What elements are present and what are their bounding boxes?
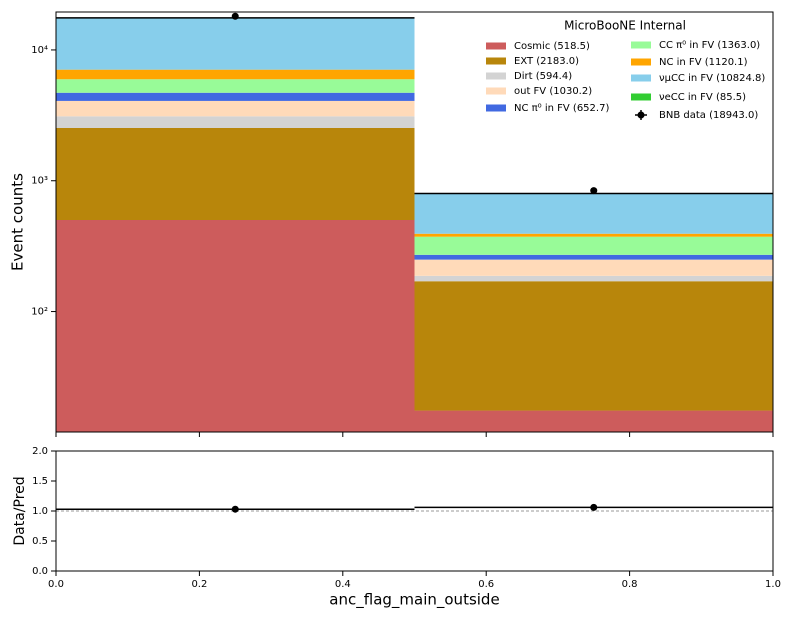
- stack-bar: [414, 193, 773, 234]
- ratio-point: [231, 505, 239, 513]
- x-tick-label: 0.2: [191, 579, 207, 590]
- stack-bar: [414, 281, 773, 411]
- legend-label: NC π⁰ in FV (652.7): [514, 103, 609, 114]
- stack-bar: [56, 79, 415, 93]
- legend-title: MicroBooNE Internal: [564, 19, 686, 33]
- legend-label: NC in FV (1120.1): [659, 57, 748, 68]
- y-tick-label: 2.0: [32, 446, 48, 457]
- legend-label: νμCC in FV (10824.8): [659, 73, 765, 84]
- stack-bar: [414, 233, 773, 237]
- y-axis-label: Data/Pred: [12, 476, 28, 545]
- legend-swatch: [631, 41, 651, 49]
- x-tick-label: 0.6: [478, 579, 494, 590]
- legend-label: EXT (2183.0): [514, 56, 579, 67]
- legend-swatch: [486, 57, 506, 65]
- x-tick-label: 0.0: [48, 579, 64, 590]
- stack-bar: [414, 236, 773, 255]
- legend-swatch: [486, 87, 506, 95]
- stack-bar: [56, 116, 415, 128]
- legend-label: Dirt (594.4): [514, 71, 572, 82]
- legend-label: CC π⁰ in FV (1363.0): [659, 40, 760, 51]
- y-tick-label: 10²: [31, 307, 48, 318]
- legend-swatch: [631, 74, 651, 82]
- x-tick-label: 0.4: [335, 579, 351, 590]
- stack-bar: [56, 220, 415, 432]
- x-tick-label: 0.8: [622, 579, 638, 590]
- legend-swatch: [631, 58, 651, 66]
- legend-swatch: [486, 72, 506, 80]
- legend-label: Cosmic (518.5): [514, 41, 590, 52]
- ratio-point: [590, 503, 598, 511]
- plot-frame: [55, 11, 774, 433]
- legend-label: out FV (1030.2): [514, 86, 592, 97]
- y-axis-label: Event counts: [9, 173, 27, 271]
- legend-swatch: [631, 93, 651, 101]
- stack-bar: [56, 69, 415, 80]
- legend-label: BNB data (18943.0): [659, 110, 758, 121]
- y-tick-label: 0.0: [32, 566, 48, 577]
- stack-bar: [414, 410, 773, 432]
- y-tick-label: 10⁴: [31, 45, 48, 56]
- stack-bar: [414, 275, 773, 282]
- y-tick-label: 0.5: [32, 536, 48, 547]
- stack-bar: [56, 18, 415, 70]
- x-axis-label: anc_flag_main_outside: [329, 591, 499, 610]
- stack-bar: [414, 254, 773, 260]
- y-tick-label: 1.5: [32, 476, 48, 487]
- stack-bar: [56, 100, 415, 117]
- legend-marker: [637, 111, 645, 119]
- legend-label: νeCC in FV (85.5): [659, 92, 746, 103]
- data-point: [590, 187, 598, 195]
- y-tick-label: 1.0: [32, 506, 48, 517]
- data-point: [231, 12, 239, 20]
- y-tick-label: 10³: [31, 176, 48, 187]
- legend-swatch: [486, 104, 506, 112]
- legend-swatch: [486, 42, 506, 50]
- stack-bar: [56, 127, 415, 221]
- x-tick-label: 1.0: [765, 579, 781, 590]
- stack-bar: [56, 92, 415, 101]
- stack-bar: [414, 259, 773, 276]
